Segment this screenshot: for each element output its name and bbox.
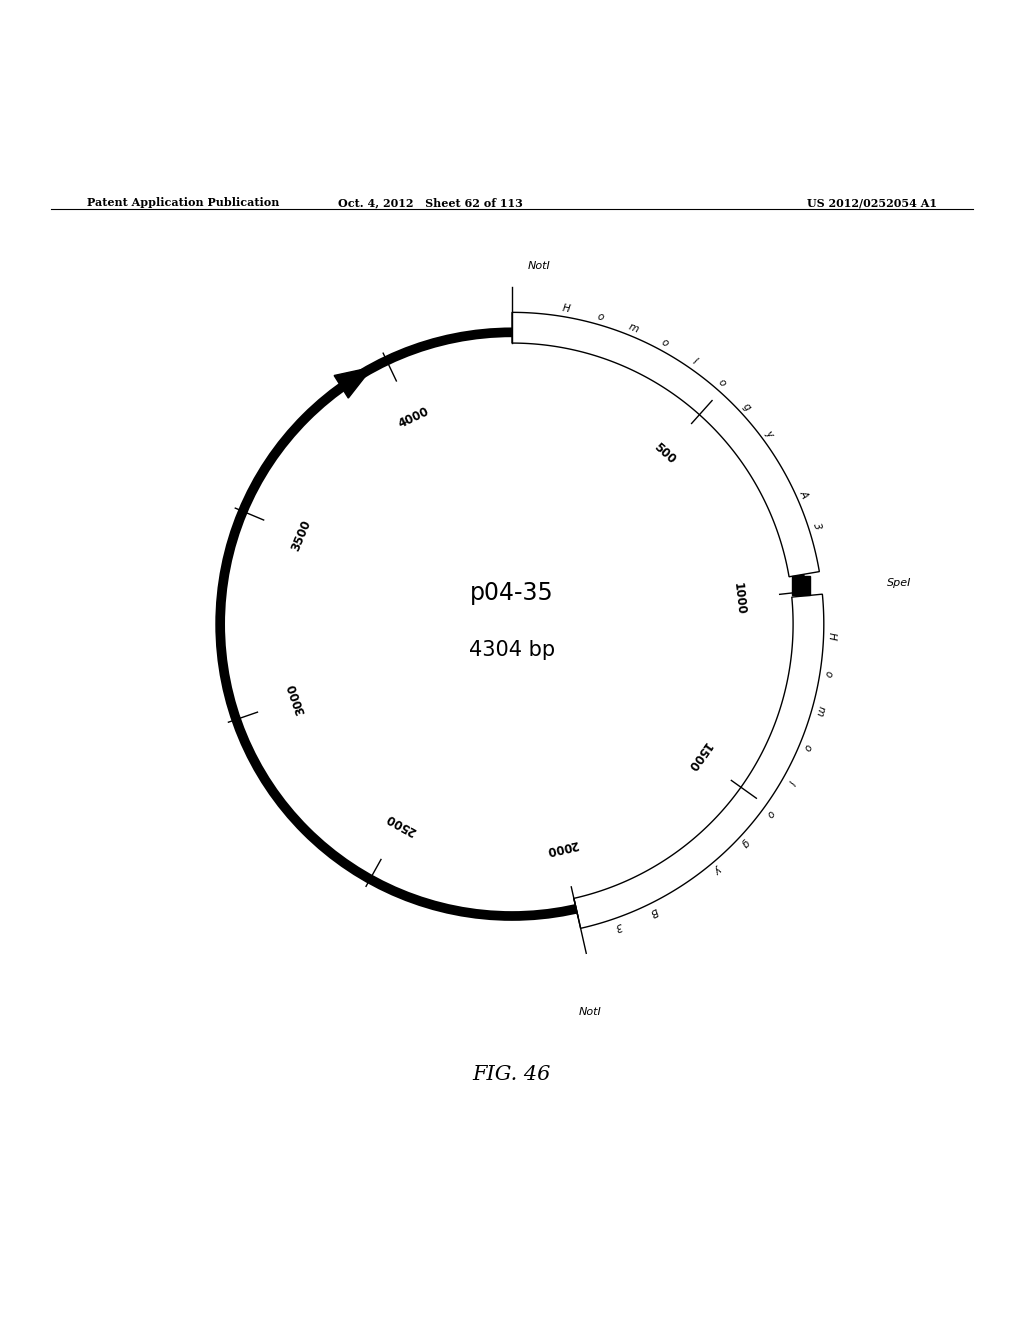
Text: 3: 3 — [614, 920, 624, 932]
Text: o: o — [802, 742, 813, 752]
Text: o: o — [822, 669, 834, 677]
Text: l: l — [690, 356, 698, 366]
Text: 2000: 2000 — [545, 837, 580, 857]
Text: 2500: 2500 — [384, 810, 419, 837]
Text: m: m — [627, 322, 640, 334]
Text: 1500: 1500 — [683, 739, 713, 774]
Text: 4000: 4000 — [396, 405, 431, 430]
Text: NotI: NotI — [527, 261, 550, 272]
Text: Patent Application Publication: Patent Application Publication — [87, 197, 280, 209]
Text: NotI: NotI — [579, 1007, 601, 1018]
Text: o: o — [764, 808, 776, 820]
Text: 500: 500 — [651, 441, 678, 467]
Bar — [792, 577, 810, 595]
Text: l: l — [785, 777, 796, 785]
Text: o: o — [596, 312, 605, 322]
Text: 3: 3 — [811, 521, 822, 531]
Text: 4304 bp: 4304 bp — [469, 640, 555, 660]
Text: SpeI: SpeI — [887, 578, 911, 587]
Text: 3000: 3000 — [285, 681, 307, 717]
Text: A: A — [798, 488, 810, 499]
Text: g: g — [739, 837, 752, 849]
Text: Oct. 4, 2012   Sheet 62 of 113: Oct. 4, 2012 Sheet 62 of 113 — [338, 197, 522, 209]
Text: m: m — [814, 705, 826, 717]
Text: y: y — [763, 428, 775, 440]
Text: US 2012/0252054 A1: US 2012/0252054 A1 — [807, 197, 937, 209]
Text: g: g — [741, 401, 753, 413]
Polygon shape — [334, 367, 373, 399]
Text: 3500: 3500 — [289, 519, 313, 553]
Polygon shape — [512, 313, 819, 577]
Text: 1000: 1000 — [731, 582, 748, 615]
Polygon shape — [573, 594, 823, 928]
Text: o: o — [716, 376, 728, 388]
Text: p04-35: p04-35 — [470, 581, 554, 606]
Text: H: H — [826, 632, 837, 640]
Text: B: B — [648, 906, 659, 917]
Text: y: y — [712, 863, 723, 875]
Text: H: H — [562, 304, 571, 314]
Text: FIG. 46: FIG. 46 — [473, 1065, 551, 1084]
Text: o: o — [659, 337, 670, 348]
